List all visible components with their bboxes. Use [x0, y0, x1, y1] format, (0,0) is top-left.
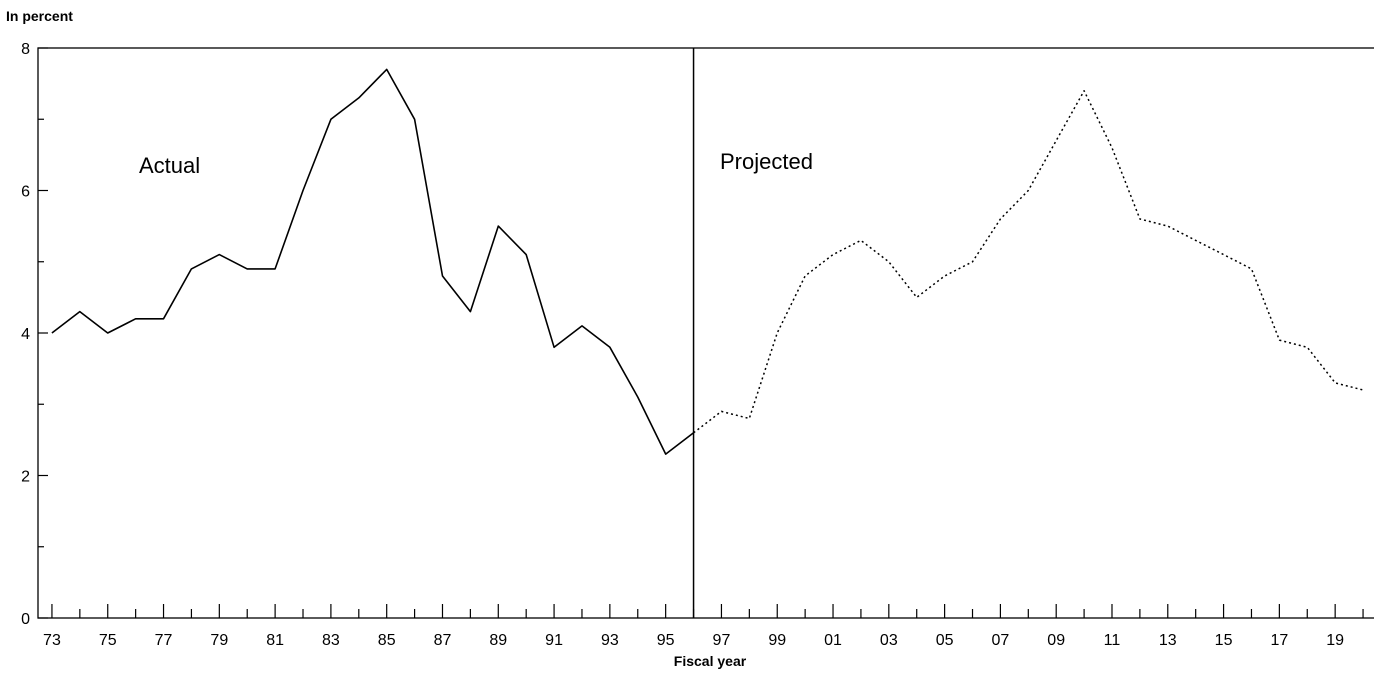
- x-tick-label: 13: [1159, 632, 1177, 649]
- x-tick-label: 01: [824, 632, 842, 649]
- x-tick-label: 75: [99, 632, 117, 649]
- projected-series-line: [693, 90, 1364, 434]
- x-tick-label: 87: [434, 632, 452, 649]
- projected-annotation: Projected: [720, 149, 813, 174]
- y-tick-label: 6: [21, 184, 30, 201]
- y-tick-label: 2: [21, 469, 30, 486]
- actual-series-line: [51, 68, 695, 455]
- x-tick-label: 05: [936, 632, 954, 649]
- x-tick-label: 77: [155, 632, 173, 649]
- x-tick-label: 99: [768, 632, 786, 649]
- x-tick-label: 11: [1104, 632, 1121, 649]
- x-tick-label: 89: [489, 632, 507, 649]
- x-tick-label: 81: [266, 632, 284, 649]
- x-tick-label: 15: [1215, 632, 1233, 649]
- x-tick-label: 17: [1270, 632, 1288, 649]
- x-tick-label: 19: [1326, 632, 1344, 649]
- x-tick-label: 09: [1047, 632, 1065, 649]
- y-axis-title: In percent: [6, 8, 73, 24]
- x-tick-label: 83: [322, 632, 340, 649]
- y-tick-label: 4: [21, 326, 30, 343]
- x-tick-label: 97: [713, 632, 731, 649]
- x-tick-label: 07: [992, 632, 1010, 649]
- x-tick-label: 79: [210, 632, 228, 649]
- x-tick-label: 95: [657, 632, 675, 649]
- actual-annotation: Actual: [139, 153, 201, 178]
- plot-frame: [37, 47, 1374, 619]
- x-tick-label: 93: [601, 632, 619, 649]
- x-tick-label: 03: [880, 632, 898, 649]
- y-tick-label: 0: [21, 611, 30, 628]
- x-tick-label: 91: [545, 632, 563, 649]
- x-tick-label: 73: [43, 632, 61, 649]
- x-tick-label: 85: [378, 632, 396, 649]
- x-axis-title: Fiscal year: [673, 653, 747, 669]
- y-tick-label: 8: [21, 41, 30, 58]
